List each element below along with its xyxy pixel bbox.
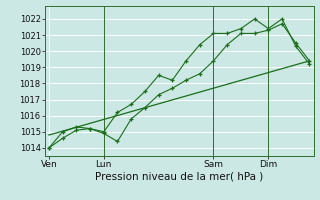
X-axis label: Pression niveau de la mer( hPa ): Pression niveau de la mer( hPa )	[95, 172, 263, 182]
